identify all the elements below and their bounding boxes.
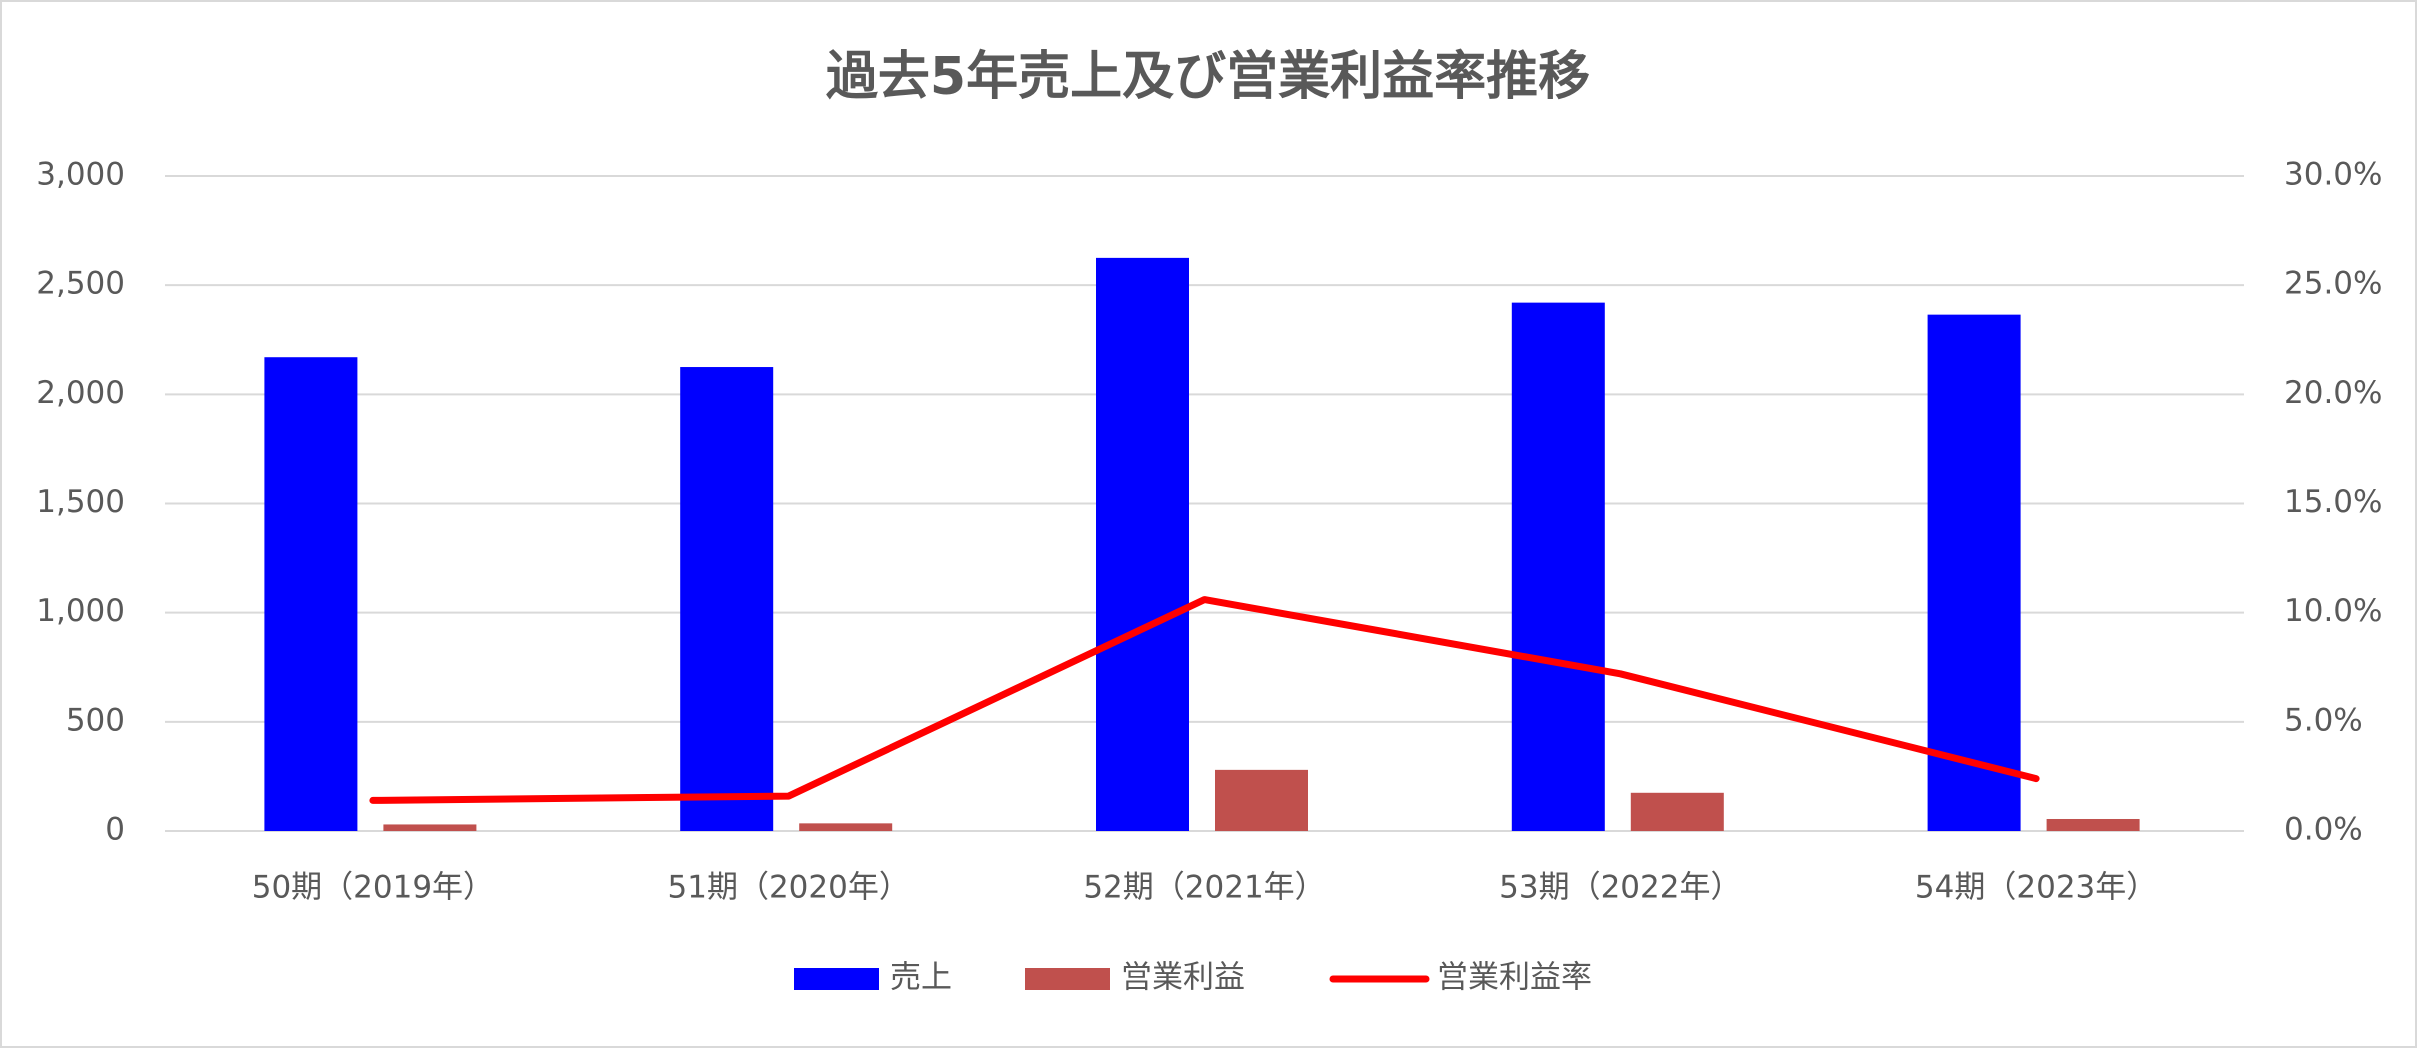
chart-title: 過去5年売上及び営業利益率推移 — [826, 47, 1590, 107]
y2-tick-label: 20.0% — [2284, 375, 2382, 411]
legend-swatch — [794, 968, 879, 990]
y2-tick-label: 15.0% — [2284, 484, 2382, 520]
legend-label: 売上 — [890, 960, 952, 996]
x-tick-label: 51期（2020年） — [668, 870, 910, 906]
legend-label: 営業利益 — [1121, 960, 1245, 996]
line — [369, 596, 2040, 804]
legend-label: 営業利益率 — [1437, 960, 1592, 996]
bar — [383, 824, 477, 831]
bar — [264, 357, 358, 831]
y-tick-label: 3,000 — [36, 157, 125, 193]
x-tick-label: 54期（2023年） — [1915, 870, 2157, 906]
y-tick-label: 2,000 — [36, 375, 125, 411]
bar — [1215, 769, 1308, 831]
y2-tick-label: 0.0% — [2284, 812, 2363, 848]
x-tick-label: 52期（2021年） — [1083, 870, 1325, 906]
x-tick-label: 53期（2022年） — [1499, 870, 1741, 906]
y-tick-label: 1,500 — [36, 484, 125, 520]
bar — [799, 823, 893, 831]
bar — [1096, 257, 1189, 831]
y-tick-label: 500 — [66, 702, 125, 738]
y2-tick-label: 5.0% — [2284, 702, 2363, 738]
y2-tick-label: 30.0% — [2284, 157, 2382, 193]
y2-tick-label: 25.0% — [2284, 266, 2382, 302]
bar — [1927, 314, 2021, 831]
bar — [680, 367, 774, 831]
bar — [1630, 792, 1724, 831]
x-tick-label: 50期（2019年） — [252, 870, 494, 906]
legend-swatch — [1025, 968, 1110, 990]
y2-tick-label: 10.0% — [2284, 593, 2382, 629]
y-tick-label: 1,000 — [36, 593, 125, 629]
y-tick-label: 0 — [105, 812, 125, 848]
bar — [2046, 818, 2140, 831]
bar — [1511, 302, 1605, 832]
y-tick-label: 2,500 — [36, 266, 125, 302]
